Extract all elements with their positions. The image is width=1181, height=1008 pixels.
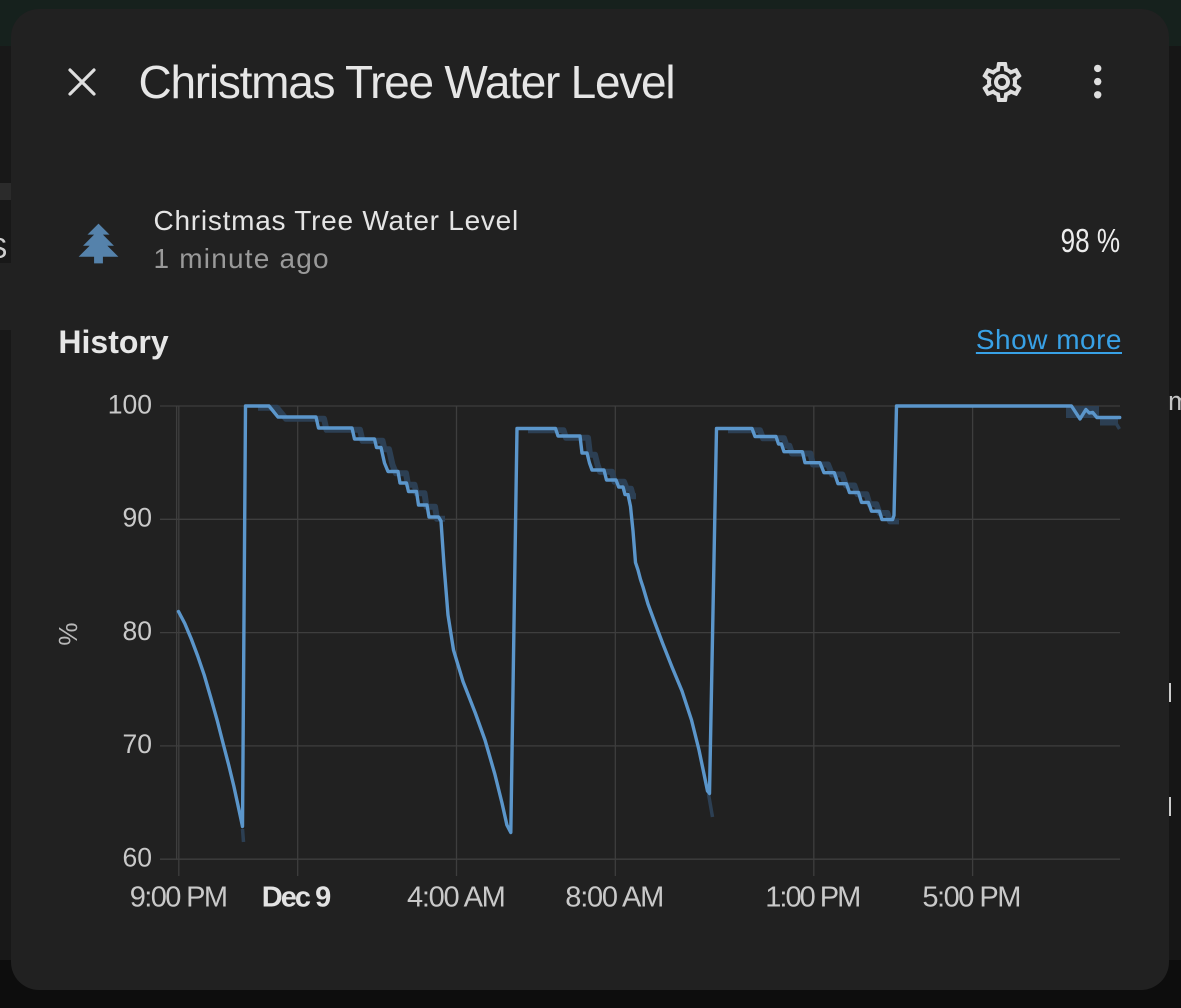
svg-text:80: 80: [123, 616, 152, 646]
svg-text:8:00 AM: 8:00 AM: [565, 882, 664, 914]
svg-text:9:00 PM: 9:00 PM: [130, 882, 228, 914]
svg-text:60: 60: [123, 843, 152, 873]
svg-text:5:00 PM: 5:00 PM: [922, 882, 1021, 914]
svg-text:%: %: [53, 622, 83, 645]
svg-text:1:00 PM: 1:00 PM: [765, 882, 861, 914]
svg-text:70: 70: [123, 729, 152, 759]
svg-text:4:00 AM: 4:00 AM: [407, 882, 506, 914]
svg-text:100: 100: [108, 389, 152, 419]
svg-text:90: 90: [123, 503, 152, 533]
svg-text:Dec 9: Dec 9: [262, 882, 332, 914]
